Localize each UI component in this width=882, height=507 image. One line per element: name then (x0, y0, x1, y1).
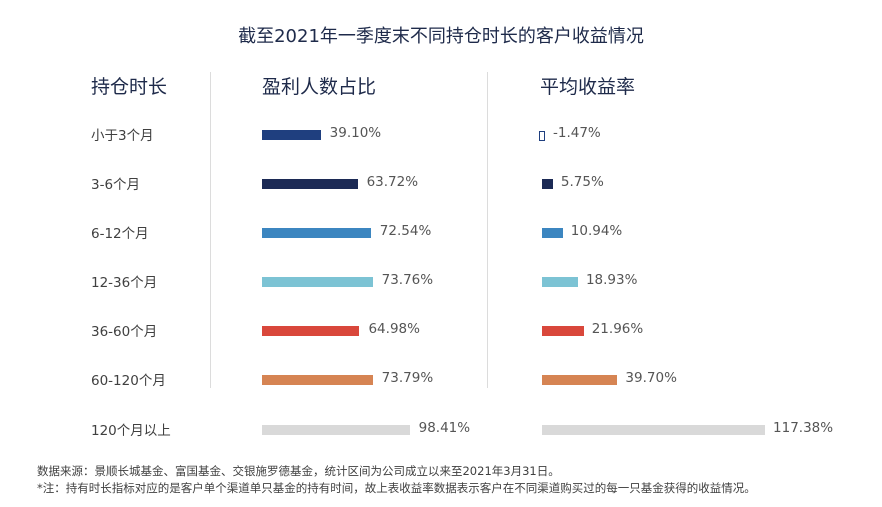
header-holding-period: 持仓时长 (91, 76, 168, 98)
profit-ratio-label: 64.98% (368, 321, 420, 337)
row-label: 36-60个月 (91, 324, 158, 340)
row-label: 120个月以上 (91, 423, 171, 439)
source-note: 数据来源：景顺长城基金、富国基金、交银施罗德基金，统计区间为公司成立以来至202… (37, 464, 560, 478)
avg-return-bar (542, 375, 618, 385)
row-label: 小于3个月 (91, 128, 154, 144)
footnote: *注：持有时长指标对应的是客户单个渠道单只基金的持有时间，故上表收益率数据表示客… (37, 481, 756, 495)
avg-return-label: 39.70% (625, 370, 677, 386)
row-label: 6-12个月 (91, 226, 149, 242)
chart-title: 截至2021年一季度末不同持仓时长的客户收益情况 (238, 26, 644, 47)
avg-return-bar (542, 425, 766, 435)
profit-ratio-bar (262, 326, 360, 336)
column-divider-right (487, 72, 488, 388)
profit-ratio-bar (262, 130, 321, 140)
header-profit-ratio: 盈利人数占比 (262, 76, 377, 98)
profit-ratio-label: 98.41% (418, 420, 471, 436)
profit-ratio-label: 72.54% (379, 223, 432, 239)
column-divider-left (210, 72, 211, 388)
profit-ratio-label: 73.76% (381, 272, 434, 288)
profit-ratio-label: 39.10% (329, 125, 382, 141)
profit-ratio-bar (262, 375, 373, 385)
avg-return-label: -1.47% (553, 125, 601, 141)
profit-ratio-bar (262, 228, 371, 238)
row-label: 3-6个月 (91, 177, 141, 193)
avg-return-bar (542, 326, 584, 336)
avg-return-label: 21.96% (591, 321, 644, 337)
profit-ratio-bar (262, 425, 410, 435)
row-label: 60-120个月 (91, 373, 166, 389)
profit-ratio-label: 63.72% (366, 174, 419, 190)
avg-return-bar (542, 179, 553, 189)
avg-return-label: 5.75% (560, 174, 604, 190)
avg-return-bar (542, 277, 578, 287)
header-avg-return: 平均收益率 (540, 76, 636, 98)
avg-return-label: 18.93% (585, 272, 638, 288)
row-label: 12-36个月 (91, 275, 158, 291)
profit-ratio-bar (262, 179, 358, 189)
avg-return-bar (539, 131, 545, 141)
avg-return-label: 10.94% (570, 223, 623, 239)
profit-ratio-bar (262, 277, 373, 287)
profit-ratio-label: 73.79% (381, 370, 434, 386)
avg-return-bar (542, 228, 563, 238)
avg-return-label: 117.38% (773, 420, 834, 436)
